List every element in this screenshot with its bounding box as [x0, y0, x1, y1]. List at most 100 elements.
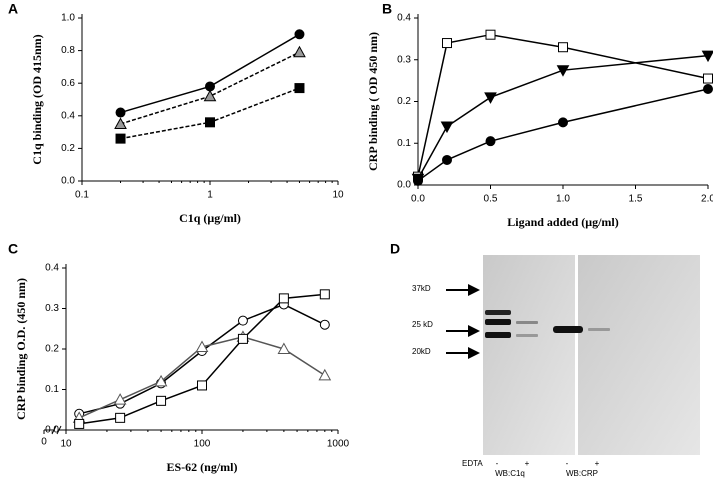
- lane-label: +: [595, 459, 600, 468]
- point: [205, 81, 215, 92]
- y-tick-label: 0.3: [45, 303, 59, 314]
- y-tick-label: 0.0: [45, 425, 59, 436]
- y-axis-label: C1q binding (OD 415nm): [30, 34, 44, 164]
- point: [195, 340, 209, 352]
- point: [114, 117, 127, 129]
- x-tick-label: 1.5: [629, 194, 643, 205]
- axis-break: [51, 425, 57, 435]
- x-tick-label: 0: [41, 437, 47, 448]
- band: [485, 319, 511, 325]
- y-tick-label: 0.0: [397, 180, 411, 191]
- point: [237, 315, 248, 326]
- point: [197, 380, 207, 391]
- point: [558, 117, 568, 128]
- point: [115, 107, 126, 118]
- point: [319, 289, 330, 300]
- point: [113, 393, 127, 405]
- blot-membrane: [483, 255, 575, 455]
- point: [74, 418, 85, 429]
- blot-label: WB:C1q: [495, 469, 525, 478]
- series-line: [417, 33, 709, 177]
- mw-label: 25 kD: [412, 320, 433, 329]
- band: [553, 326, 583, 333]
- y-tick-label: 0.1: [45, 384, 59, 395]
- point: [484, 92, 497, 104]
- x-tick-label: 1: [207, 190, 213, 201]
- series-line: [78, 303, 326, 415]
- lane-label: -: [566, 459, 569, 468]
- point: [440, 121, 454, 134]
- point: [115, 412, 126, 423]
- x-tick-label: 1.0: [556, 194, 570, 205]
- y-tick-label: 0.6: [61, 78, 75, 89]
- point: [293, 45, 306, 58]
- y-axis-label: CRP binding ( OD 450 nm): [366, 32, 380, 171]
- blot-label: WB:CRP: [566, 469, 598, 478]
- y-axis-label: CRP binding O.D. (450 nm): [14, 278, 28, 420]
- point: [485, 136, 496, 147]
- band: [516, 321, 538, 324]
- x-tick-label: 10: [60, 439, 72, 450]
- band: [485, 332, 511, 338]
- series-line: [417, 88, 709, 182]
- x-tick-label: 2.0: [701, 194, 713, 205]
- blot-panel: D 37kD 25 kD 20kD EDTA - + - + WB:C1q WB…: [390, 241, 700, 478]
- point: [237, 333, 248, 344]
- y-tick-label: 0.8: [61, 45, 75, 56]
- point: [701, 50, 713, 63]
- mw-label: 37kD: [412, 284, 431, 293]
- y-tick-label: 1.0: [61, 13, 75, 24]
- point: [319, 319, 330, 330]
- x-axis-label: ES-62 (ng/ml): [166, 460, 237, 474]
- chart: A 0.0 0.2 0.4 0.6 0.8 1.0 0.1 1 10 C1q (μg/ml) C1q …: [8, 1, 344, 225]
- point: [278, 293, 289, 304]
- point: [556, 65, 570, 77]
- panel-label: A: [8, 1, 18, 17]
- x-tick-label: 10: [332, 190, 344, 201]
- lane-label: -: [496, 459, 499, 468]
- panel-label: B: [382, 1, 392, 17]
- x-tick-label: 1000: [327, 439, 350, 450]
- y-tick-label: 0.4: [45, 263, 59, 274]
- chart: C 00.0 0.1 0.2 0.3 0.4 10 100 1000 ES-62 (ng/ml) C…: [8, 241, 350, 474]
- mw-label: 20kD: [412, 347, 431, 356]
- y-tick-label: 0.1: [397, 138, 411, 149]
- point: [203, 89, 217, 102]
- point: [154, 374, 168, 387]
- band: [588, 328, 610, 331]
- point: [413, 175, 423, 186]
- point: [318, 368, 332, 381]
- y-tick-label: 0.4: [397, 13, 411, 24]
- panel-label: C: [8, 241, 18, 257]
- lane-label: +: [525, 459, 530, 468]
- point: [558, 42, 568, 53]
- band: [516, 334, 538, 337]
- axis-break: [56, 425, 62, 435]
- x-tick-label: 100: [194, 439, 211, 450]
- point: [277, 342, 291, 354]
- y-tick-label: 0.2: [61, 143, 75, 154]
- y-tick-label: 0.2: [397, 96, 411, 107]
- y-tick-label: 0.3: [397, 54, 411, 65]
- band: [485, 310, 511, 315]
- point: [442, 154, 452, 165]
- point: [115, 133, 126, 144]
- chart: B 0.0 0.1 0.2 0.3 0.4 0.0 0.5 1.0 1.5 2.0 Ligand ad…: [366, 1, 713, 229]
- point: [156, 395, 167, 406]
- point: [294, 29, 305, 40]
- y-tick-label: 0.2: [45, 344, 59, 355]
- y-tick-label: 0.0: [61, 176, 75, 187]
- point: [442, 38, 452, 49]
- axis-break: [54, 426, 59, 434]
- x-tick-label: 0.0: [411, 194, 425, 205]
- point: [205, 117, 215, 128]
- panel-label: D: [390, 241, 400, 257]
- point: [703, 83, 713, 94]
- x-axis-label: C1q (μg/ml): [179, 211, 241, 225]
- blot-membrane: [578, 255, 700, 455]
- point: [294, 83, 305, 94]
- x-tick-label: 0.1: [75, 190, 89, 201]
- treatment-label: EDTA: [462, 459, 483, 468]
- y-tick-label: 0.4: [61, 110, 75, 121]
